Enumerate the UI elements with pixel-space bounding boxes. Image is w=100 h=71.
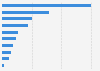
Bar [2,57,9,60]
Bar [2,51,11,54]
Bar [2,17,32,20]
Bar [2,11,49,14]
Bar [2,37,16,40]
Bar [2,64,4,67]
Bar [2,24,28,27]
Bar [2,31,18,34]
Bar [2,4,91,7]
Bar [2,44,13,47]
